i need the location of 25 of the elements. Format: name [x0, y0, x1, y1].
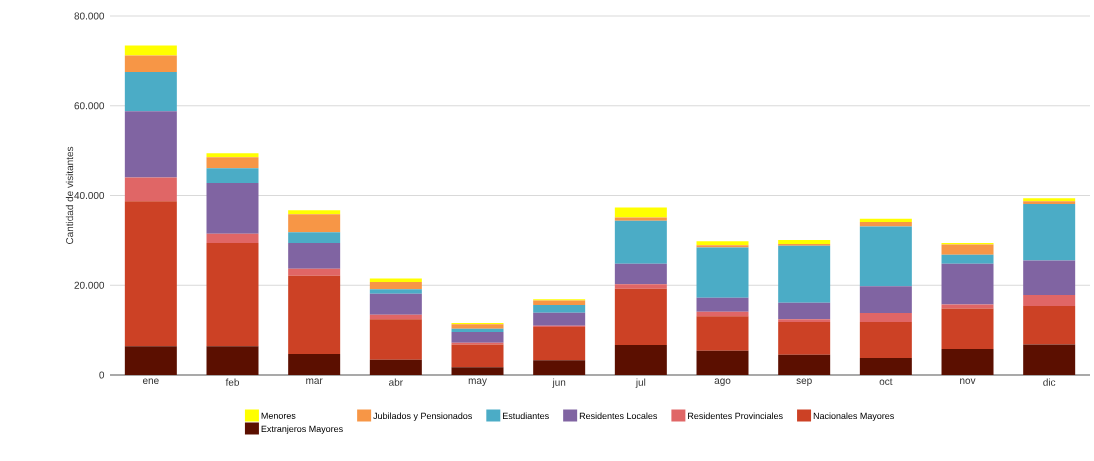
x-tick-label: sep — [796, 378, 812, 386]
x-tick-label: feb — [225, 378, 240, 386]
x-tick-label: jul — [635, 378, 646, 388]
x-tick-label: jun — [552, 378, 566, 388]
x-tick-label: abr — [389, 378, 403, 386]
y-tick-label: 20.000 — [74, 281, 105, 289]
x-tick-label: oct — [879, 378, 893, 386]
x-tick-label: ene — [142, 378, 159, 384]
legend-label: Nacionales Mayores — [813, 412, 894, 421]
legend-label: Jubilados y Pensionados — [373, 412, 472, 421]
y-tick-label: 60.000 — [74, 102, 105, 110]
x-tick-label: ago — [714, 378, 731, 386]
x-tick-label: may — [468, 378, 487, 386]
legend-label: Residentes Locales — [579, 412, 658, 420]
legend-label: Extranjeros Mayores — [261, 425, 343, 434]
legend-label: Estudiantes — [503, 412, 549, 420]
y-tick-label: 40.000 — [74, 191, 105, 200]
x-tick-label: dic — [1043, 378, 1056, 386]
legend-label: Residentes Provinciales — [688, 412, 783, 420]
y-tick-label: 0 — [99, 371, 105, 379]
y-tick-label: 80.000 — [74, 12, 105, 20]
x-tick-label: mar — [306, 378, 323, 384]
y-axis-title: Cantidad de visitantes — [65, 146, 74, 245]
x-tick-label: nov — [960, 378, 976, 384]
legend-label: Menores — [261, 412, 296, 419]
